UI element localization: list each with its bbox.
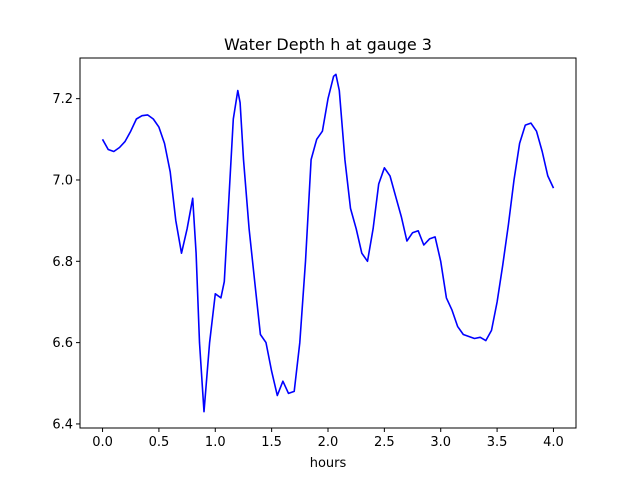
y-tick-label: 6.6: [52, 336, 73, 351]
x-tick-label: 0.0: [92, 435, 113, 450]
x-tick-label: 3.5: [487, 435, 508, 450]
y-tick-label: 7.0: [52, 173, 73, 188]
y-axis: 6.4 6.6 6.8 7.0 7.2: [52, 92, 80, 432]
series-line: [101, 73, 555, 413]
x-tick-label: 1.0: [205, 435, 226, 450]
x-tick-label: 2.5: [374, 435, 395, 450]
y-tick-label: 7.2: [52, 92, 73, 107]
plot-area: [101, 73, 555, 413]
axes-frame: [79, 57, 577, 429]
chart-title: Water Depth h at gauge 3: [224, 35, 432, 54]
x-axis-label: hours: [310, 456, 347, 471]
x-axis: 0.0 0.5 1.0 1.5 2.0 2.5 3.0 3.5 4.0: [92, 428, 564, 450]
x-tick-label: 0.5: [149, 435, 170, 450]
y-tick-label: 6.4: [52, 417, 73, 432]
x-tick-label: 1.5: [261, 435, 282, 450]
x-tick-label: 4.0: [543, 435, 564, 450]
x-tick-label: 2.0: [318, 435, 339, 450]
y-tick-label: 6.8: [52, 255, 73, 270]
x-tick-label: 3.0: [430, 435, 451, 450]
